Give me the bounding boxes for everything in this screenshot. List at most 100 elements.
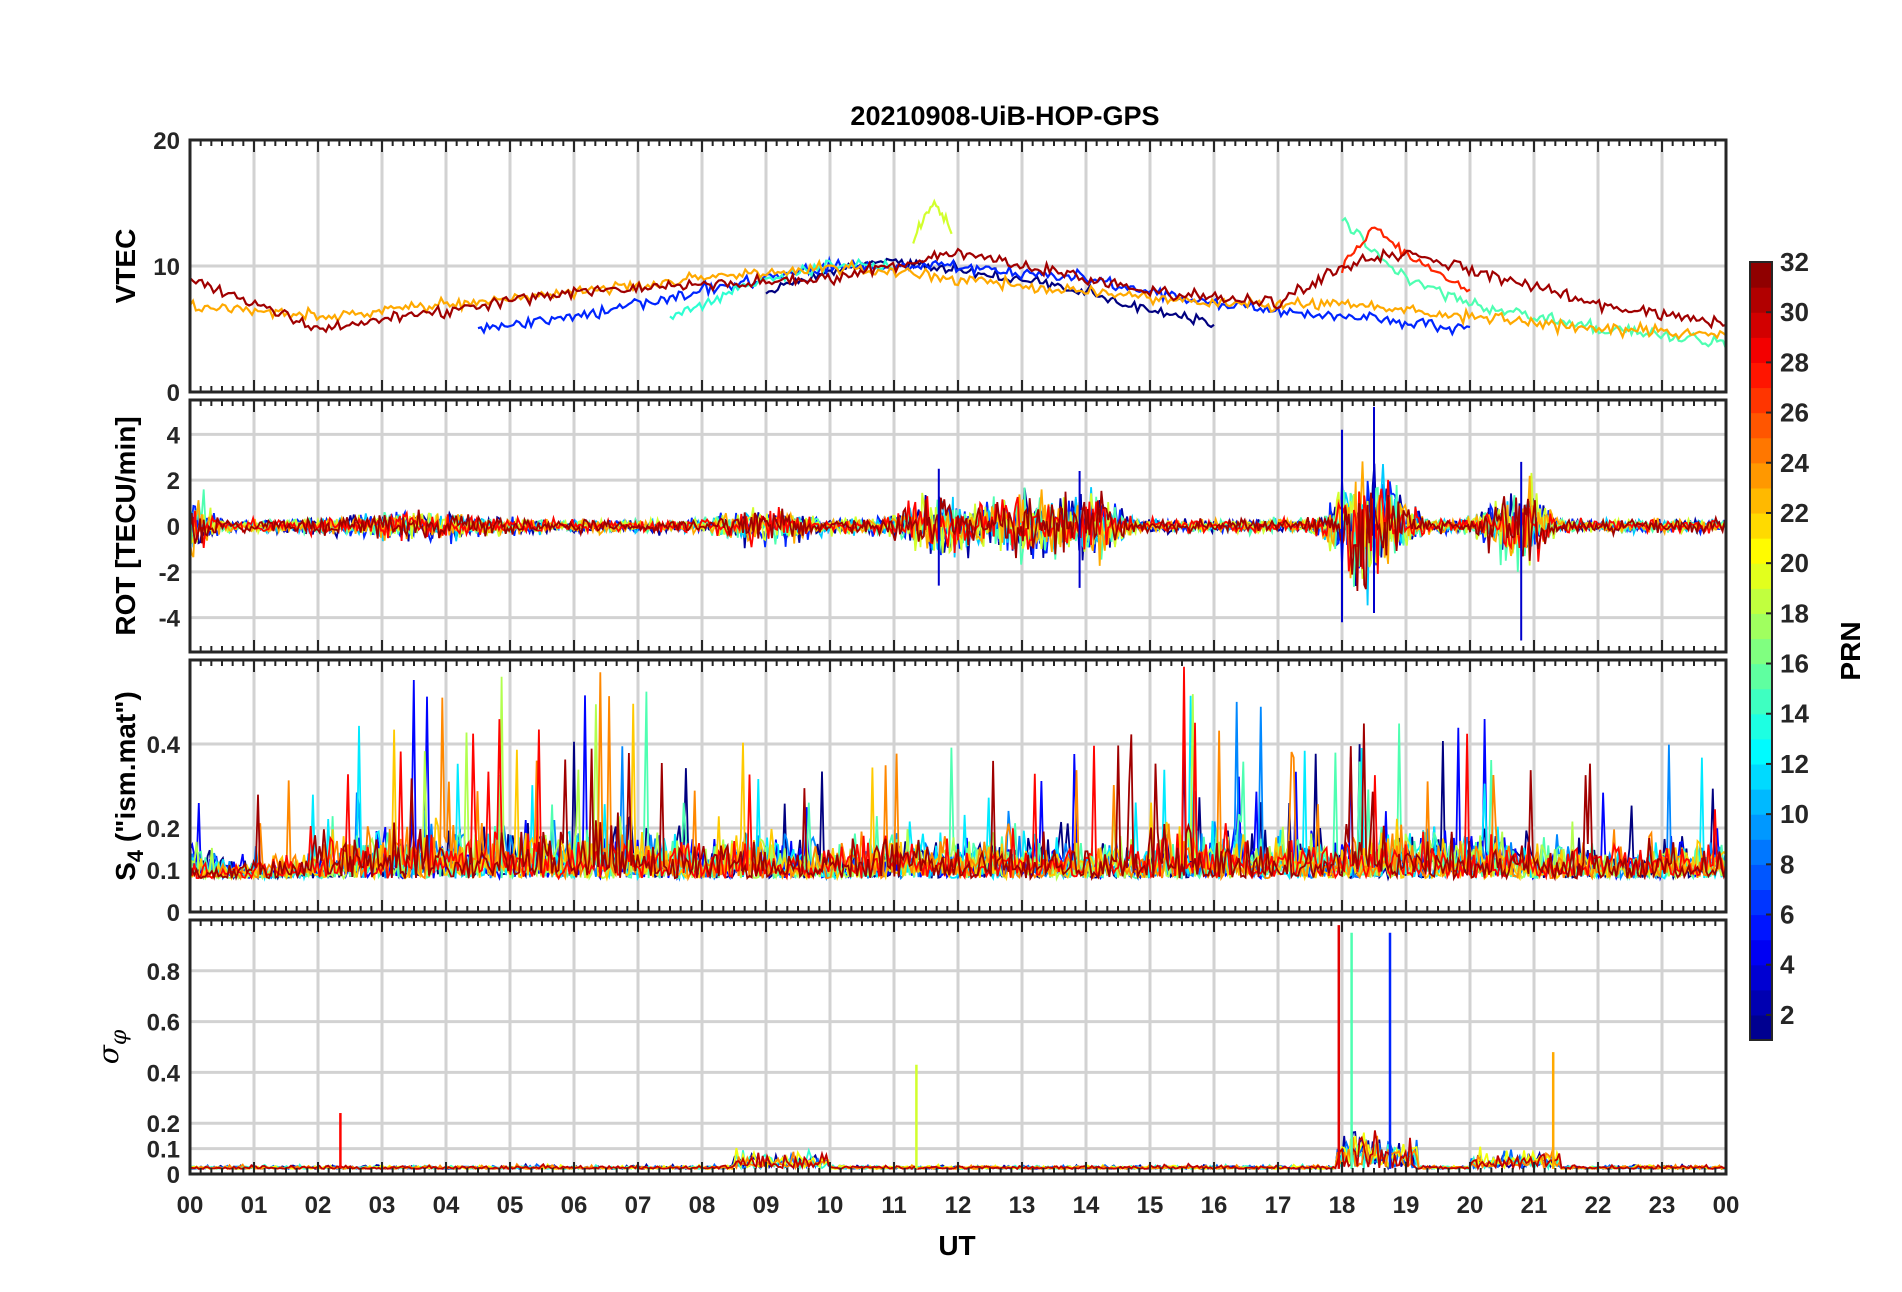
panel-vtec: 0 10 20 VTEC bbox=[110, 128, 1728, 407]
colorbar-segment bbox=[1750, 964, 1772, 991]
colorbar-tick-label: 20 bbox=[1780, 548, 1809, 578]
y-axis-label: VTEC bbox=[110, 229, 141, 304]
y-axis-label: σφ bbox=[92, 1029, 132, 1064]
colorbar-tick-label: 4 bbox=[1780, 950, 1795, 980]
colorbar-segment bbox=[1750, 939, 1772, 966]
panel-series bbox=[190, 666, 1726, 882]
colorbar-tick-label: 18 bbox=[1780, 598, 1809, 628]
x-tick-label: 00 bbox=[177, 1192, 204, 1219]
colorbar-segment bbox=[1750, 864, 1772, 891]
colorbar-segment bbox=[1750, 362, 1772, 389]
panel-rot: -4 -2 0 2 4 ROT [TECU/min] bbox=[110, 398, 1728, 654]
colorbar-segment bbox=[1750, 914, 1772, 941]
s4-series bbox=[190, 723, 1726, 882]
colorbar-tick-label: 6 bbox=[1780, 900, 1794, 930]
x-tick-label: 00 bbox=[1713, 1192, 1740, 1219]
x-tick-label: 22 bbox=[1585, 1192, 1612, 1219]
colorbar-label: PRN bbox=[1835, 621, 1866, 680]
x-tick-label: 18 bbox=[1329, 1192, 1356, 1219]
x-tick-label: 20 bbox=[1457, 1192, 1484, 1219]
vtec-series bbox=[1341, 216, 1726, 350]
y-tick-label: 0 bbox=[167, 380, 180, 407]
y-tick-label: 0.4 bbox=[147, 732, 181, 759]
colorbar-tick-label: 24 bbox=[1780, 448, 1809, 478]
colorbar-tick-label: 30 bbox=[1780, 297, 1809, 327]
y-axis-label: ROT [TECU/min] bbox=[110, 416, 141, 635]
colorbar-segment bbox=[1750, 512, 1772, 539]
colorbar-segment bbox=[1750, 387, 1772, 414]
colorbar-segment bbox=[1750, 663, 1772, 690]
y-tick-label: 0.2 bbox=[147, 1111, 180, 1138]
colorbar-segment bbox=[1750, 312, 1772, 338]
colorbar-segment bbox=[1750, 287, 1772, 313]
colorbar-tick-label: 26 bbox=[1780, 398, 1809, 428]
colorbar-segment bbox=[1750, 638, 1772, 665]
colorbar-segment bbox=[1750, 839, 1772, 865]
colorbar-tick-label: 28 bbox=[1780, 347, 1809, 377]
x-tick-label: 21 bbox=[1521, 1192, 1548, 1219]
panel-s4: 0 0.1 0.2 0.4S4 ("ism.mat") bbox=[110, 658, 1728, 927]
colorbar-segment bbox=[1750, 337, 1772, 363]
x-tick-labels: 00 01 02 03 04 05 06 07 08 09 10 11 12 13 14 15 16 17 18 19… bbox=[177, 1192, 1740, 1219]
colorbar-segment bbox=[1750, 889, 1772, 916]
y-tick-label: 0.1 bbox=[147, 1137, 180, 1164]
colorbar-tick-label: 10 bbox=[1780, 799, 1809, 829]
colorbar-tick-label: 2 bbox=[1780, 1000, 1794, 1030]
x-tick-label: 10 bbox=[817, 1192, 844, 1219]
colorbar-segment bbox=[1750, 412, 1772, 439]
x-tick-label: 17 bbox=[1265, 1192, 1292, 1219]
vtec-series bbox=[190, 258, 1726, 341]
colorbar-tick-label: 14 bbox=[1780, 699, 1809, 729]
colorbar-tick-label: 16 bbox=[1780, 649, 1809, 679]
vtec-series bbox=[669, 257, 895, 321]
x-tick-label: 23 bbox=[1649, 1192, 1676, 1219]
colorbar-tick-label: 32 bbox=[1780, 247, 1809, 277]
colorbar-segment bbox=[1750, 814, 1772, 840]
colorbar-segment bbox=[1750, 262, 1772, 288]
vtec-series bbox=[477, 255, 1471, 337]
x-tick-label: 01 bbox=[241, 1192, 268, 1219]
axes-frame bbox=[188, 658, 1728, 914]
panel-series bbox=[190, 406, 1726, 641]
y-tick-label: 2 bbox=[167, 468, 180, 495]
y-tick-label: -4 bbox=[159, 606, 181, 633]
y-tick-label: 0.4 bbox=[147, 1060, 181, 1087]
y-tick-label: 0 bbox=[167, 514, 180, 541]
vtec-series bbox=[765, 257, 1215, 329]
colorbar-segment bbox=[1750, 588, 1772, 614]
y-tick-label: 20 bbox=[153, 128, 180, 155]
colorbar-segment bbox=[1750, 763, 1772, 790]
colorbar-segment bbox=[1750, 462, 1772, 489]
x-tick-label: 04 bbox=[433, 1192, 460, 1219]
x-tick-label: 06 bbox=[561, 1192, 588, 1219]
colorbar-segment bbox=[1750, 989, 1772, 1016]
y-tick-label: 0.1 bbox=[147, 858, 180, 885]
y-tick-label: 0.8 bbox=[147, 959, 180, 986]
x-tick-label: 16 bbox=[1201, 1192, 1228, 1219]
s4-series bbox=[190, 666, 1726, 881]
x-tick-label: 13 bbox=[1009, 1192, 1036, 1219]
rot-series bbox=[190, 490, 1726, 592]
colorbar-segment bbox=[1750, 563, 1772, 589]
vtec-series bbox=[190, 247, 1726, 334]
axes-frame bbox=[188, 918, 1728, 1176]
x-tick-label: 05 bbox=[497, 1192, 524, 1219]
colorbar-segment bbox=[1750, 487, 1772, 514]
y-tick-label: 10 bbox=[153, 254, 180, 281]
colorbar-segment bbox=[1750, 789, 1772, 815]
x-tick-label: 15 bbox=[1137, 1192, 1164, 1219]
x-tick-label: 14 bbox=[1073, 1192, 1100, 1219]
y-tick-label: 0 bbox=[167, 1162, 180, 1189]
x-tick-label: 11 bbox=[881, 1192, 906, 1219]
y-tick-label: 4 bbox=[167, 422, 181, 449]
y-axis-label: S4 ("ism.mat") bbox=[110, 691, 148, 881]
x-tick-label: 19 bbox=[1393, 1192, 1420, 1219]
colorbar-segment bbox=[1750, 738, 1772, 765]
y-tick-label: 0 bbox=[167, 900, 180, 927]
x-tick-label: 03 bbox=[369, 1192, 396, 1219]
colorbar-tick-label: 22 bbox=[1780, 498, 1809, 528]
x-tick-label: 02 bbox=[305, 1192, 332, 1219]
